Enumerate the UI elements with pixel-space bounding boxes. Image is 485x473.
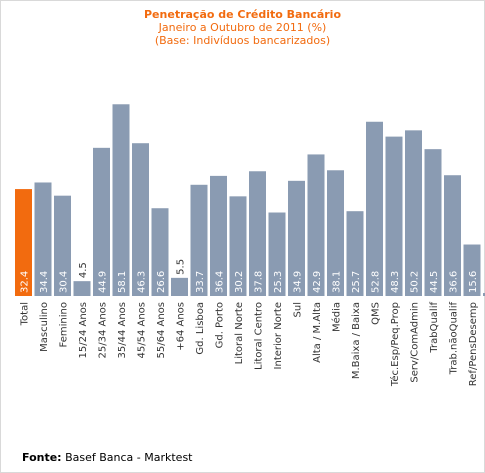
value-label-17: 25.7 <box>351 271 362 293</box>
category-label-17: M.Baixa / Baixa <box>351 302 362 379</box>
category-label-21: TrabQualif <box>429 302 440 354</box>
value-label-3: 4.5 <box>78 262 89 278</box>
category-label-6: 45/54 Anos <box>137 302 148 359</box>
category-label-2: Feminino <box>59 302 70 347</box>
bar-9 <box>190 184 208 296</box>
value-label-23: 15.6 <box>468 271 479 293</box>
category-label-11: Litoral Norte <box>234 302 245 364</box>
category-label-8: +64 Anos <box>176 302 187 351</box>
category-label-23: Ref/PensDesemp <box>468 302 479 386</box>
value-label-7: 26.6 <box>156 271 167 293</box>
bar-12 <box>249 171 266 296</box>
value-label-5: 58.1 <box>117 271 128 293</box>
value-label-6: 46.3 <box>137 271 148 293</box>
value-label-8: 5.5 <box>176 259 187 275</box>
bar-2 <box>54 195 71 296</box>
category-label-20: Serv/ComAdmin <box>410 302 421 383</box>
chart-subtitle-base: (Base: Indivíduos bancarizados) <box>154 34 331 47</box>
value-label-9: 33.7 <box>195 271 206 293</box>
value-label-18: 52.8 <box>371 271 382 293</box>
bar-15 <box>307 154 325 296</box>
bar-4 <box>93 147 110 296</box>
bar-24 <box>483 293 485 296</box>
bar-20 <box>405 130 422 296</box>
category-label-13: Interior Norte <box>273 302 284 369</box>
category-label-7: 55/64 Anos <box>156 302 167 359</box>
bar-21 <box>424 149 442 296</box>
value-label-21: 44.5 <box>429 271 440 293</box>
category-label-12: Litoral Centro <box>254 302 265 370</box>
category-label-22: Trab.nãoQualif <box>449 302 460 376</box>
category-label-9: Gd. Lisboa <box>195 302 206 355</box>
category-label-14: Sul <box>293 302 304 317</box>
value-label-14: 34.9 <box>293 271 304 293</box>
bar-14 <box>288 180 305 296</box>
chart-title: Penetração de Crédito Bancário <box>144 8 341 21</box>
value-label-0: 32.4 <box>20 271 31 293</box>
source-label: Fonte: <box>22 451 62 464</box>
value-label-16: 38.1 <box>332 271 343 293</box>
bar-10 <box>210 175 227 296</box>
category-label-18: QMS <box>371 302 382 325</box>
bar-7 <box>151 208 169 296</box>
bar-16 <box>327 170 344 296</box>
category-label-19: Téc.Esp/Peq.Prop <box>389 302 401 387</box>
title-block: Penetração de Crédito Bancário Janeiro a… <box>0 8 485 47</box>
bar-3 <box>73 281 91 296</box>
value-label-22: 36.6 <box>449 271 460 293</box>
value-label-20: 50.2 <box>410 271 421 293</box>
category-label-0: Total <box>20 302 31 326</box>
bar-13 <box>268 212 286 296</box>
value-label-4: 44.9 <box>98 271 109 293</box>
value-label-1: 34.4 <box>39 271 50 293</box>
bar-22 <box>444 175 461 296</box>
category-label-4: 25/34 Anos <box>98 302 109 359</box>
bar-6 <box>132 143 149 296</box>
value-label-12: 37.8 <box>254 271 265 293</box>
category-label-10: Gd. Porto <box>215 302 226 348</box>
value-label-2: 30.4 <box>59 271 70 293</box>
source-note: Fonte: Basef Banca - Marktest <box>22 451 193 464</box>
bar-23 <box>463 244 481 296</box>
category-label-3: 15/24 Anos <box>78 302 89 359</box>
value-label-11: 30.2 <box>234 271 245 293</box>
category-label-5: 35/44 Anos <box>117 302 128 359</box>
chart-subtitle-period: Janeiro a Outubro de 2011 (%) <box>158 21 327 34</box>
bar-1 <box>34 182 52 296</box>
value-label-10: 36.4 <box>215 271 226 293</box>
bar-8 <box>171 277 188 296</box>
source-text: Basef Banca - Marktest <box>65 451 193 464</box>
bar-18 <box>366 121 383 296</box>
value-label-15: 42.9 <box>312 271 323 293</box>
bar-5 <box>112 104 130 297</box>
bar-19 <box>385 136 403 296</box>
category-label-16: Média <box>331 302 343 332</box>
value-label-19: 48.3 <box>390 271 401 293</box>
category-label-15: Alta / M.Alta <box>312 302 323 363</box>
value-label-13: 25.3 <box>273 271 284 293</box>
bar-0 <box>15 189 32 296</box>
category-label-1: Masculino <box>39 302 50 352</box>
bar-17 <box>346 211 364 296</box>
bar-11 <box>229 196 247 296</box>
